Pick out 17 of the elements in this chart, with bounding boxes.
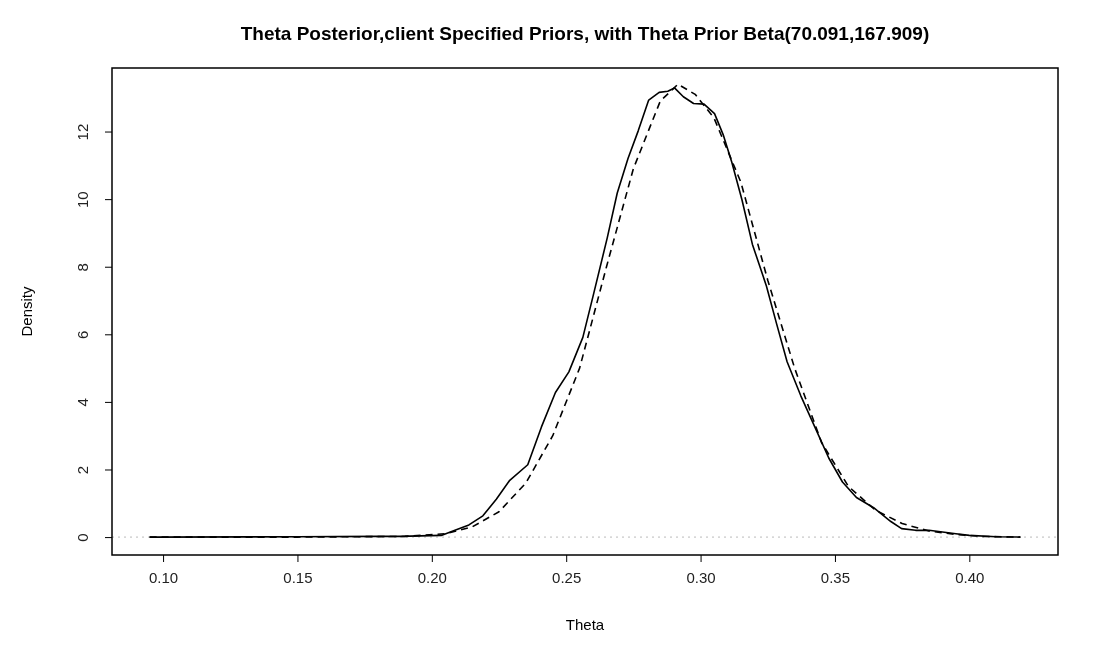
x-tick-label: 0.35	[820, 568, 851, 586]
x-tick-label: 0.20	[417, 568, 447, 586]
chart-title: Theta Posterior,client Specified Priors, with Theta Prior Beta(70.091,167.909)	[240, 23, 930, 44]
x-axis-title: Theta	[565, 616, 605, 633]
y-tick-label: 8	[74, 263, 91, 272]
x-tick-label: 0.30	[686, 568, 716, 586]
x-tick-label: 0.10	[148, 568, 179, 586]
y-tick-label: 10	[74, 191, 91, 208]
y-tick-label: 4	[74, 398, 91, 407]
x-tick-label: 0.15	[283, 568, 313, 586]
y-axis-title: Density	[18, 286, 35, 337]
x-tick-label: 0.40	[955, 568, 985, 586]
x-tick-label: 0.25	[552, 568, 582, 586]
y-tick-label: 12	[74, 123, 91, 141]
y-tick-label: 0	[74, 533, 91, 542]
y-tick-label: 6	[74, 330, 91, 339]
y-tick-label: 2	[74, 465, 91, 475]
